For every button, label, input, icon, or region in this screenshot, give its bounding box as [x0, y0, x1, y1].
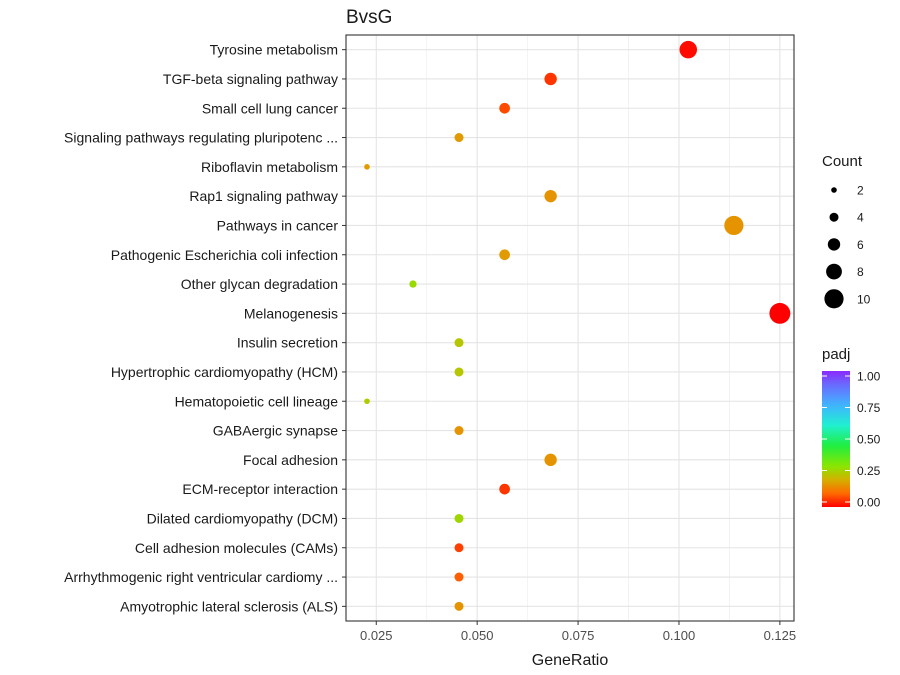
- y-tick-label: Melanogenesis: [244, 305, 338, 321]
- y-tick-label: Riboflavin metabolism: [201, 159, 338, 175]
- x-tick-label: 0.125: [764, 628, 797, 643]
- data-point: [454, 133, 464, 143]
- data-point: [454, 572, 464, 582]
- y-tick-label: ECM-receptor interaction: [182, 481, 338, 497]
- data-point: [724, 215, 744, 236]
- y-tick-label: Pathways in cancer: [217, 217, 339, 233]
- y-tick-label: Pathogenic Escherichia coli infection: [111, 247, 338, 263]
- data-point: [544, 189, 557, 203]
- count-legend-dot: [824, 289, 844, 309]
- data-point: [769, 302, 791, 324]
- plot-panel: [346, 35, 794, 621]
- x-tick-label: 0.050: [461, 628, 494, 643]
- y-tick-label: Insulin secretion: [237, 335, 338, 351]
- data-point: [454, 601, 464, 611]
- y-tick-label: Cell adhesion molecules (CAMs): [135, 540, 338, 556]
- data-point: [409, 280, 417, 288]
- data-points: [364, 40, 791, 611]
- chart-title: BvsG: [346, 7, 392, 28]
- count-legend-title: Count: [822, 153, 863, 170]
- y-tick-label: Other glycan degradation: [181, 276, 338, 292]
- data-point: [544, 72, 557, 86]
- y-tick-label: Arrhythmogenic right ventricular cardiom…: [64, 569, 338, 585]
- padj-legend-label: 1.00: [857, 370, 881, 384]
- y-tick-label: Tyrosine metabolism: [210, 42, 338, 58]
- y-tick-label: Amyotrophic lateral sclerosis (ALS): [120, 598, 338, 614]
- count-legend-label: 10: [857, 292, 871, 306]
- panel-border: [345, 34, 795, 622]
- count-legend: Count 2 4 6 8 10: [822, 153, 871, 309]
- count-legend-label: 4: [857, 211, 864, 225]
- x-tick-label: 0.025: [360, 628, 393, 643]
- data-point: [454, 513, 464, 523]
- data-point: [499, 483, 510, 495]
- data-point: [499, 102, 510, 114]
- x-axis: 0.025 0.050 0.075 0.100 0.125: [360, 621, 796, 643]
- y-tick-label: Rap1 signaling pathway: [189, 188, 338, 204]
- count-legend-dot: [831, 187, 837, 193]
- data-point: [454, 338, 464, 348]
- x-axis-title: GeneRatio: [532, 652, 609, 669]
- y-axis: Tyrosine metabolism TGF-beta signaling pa…: [64, 42, 346, 614]
- grid-lines: [346, 35, 794, 621]
- y-tick-label: Focal adhesion: [243, 452, 338, 468]
- count-legend-dot: [826, 263, 842, 280]
- count-legend-dot: [827, 238, 841, 251]
- padj-legend-label: 0.75: [857, 401, 881, 415]
- data-point: [364, 164, 370, 170]
- padj-legend: padj 1.00 0.75 0.50 0.25 0.00: [822, 346, 881, 510]
- data-point: [499, 249, 510, 261]
- data-point: [364, 398, 370, 405]
- data-point: [544, 453, 557, 467]
- y-tick-label: GABAergic synapse: [213, 423, 338, 439]
- y-tick-label: Hypertrophic cardiomyopathy (HCM): [111, 364, 338, 380]
- data-point: [454, 543, 464, 553]
- data-point: [454, 367, 464, 377]
- padj-legend-title: padj: [822, 346, 850, 363]
- data-point: [679, 40, 698, 59]
- padj-legend-label: 0.25: [857, 464, 881, 478]
- x-tick-label: 0.100: [663, 628, 696, 643]
- y-tick-label: Small cell lung cancer: [202, 100, 339, 116]
- x-tick-label: 0.075: [562, 628, 595, 643]
- padj-legend-label: 0.50: [857, 433, 881, 447]
- padj-legend-label: 0.00: [857, 496, 881, 510]
- count-legend-label: 2: [857, 184, 864, 198]
- data-point: [454, 426, 464, 436]
- y-tick-label: Dilated cardiomyopathy (DCM): [147, 510, 338, 526]
- count-legend-label: 8: [857, 265, 864, 279]
- count-legend-label: 6: [857, 238, 864, 252]
- y-tick-label: TGF-beta signaling pathway: [163, 71, 338, 87]
- y-tick-label: Hematopoietic cell lineage: [175, 393, 339, 409]
- y-tick-label: Signaling pathways regulating pluripoten…: [64, 130, 338, 146]
- count-legend-dot: [829, 212, 839, 222]
